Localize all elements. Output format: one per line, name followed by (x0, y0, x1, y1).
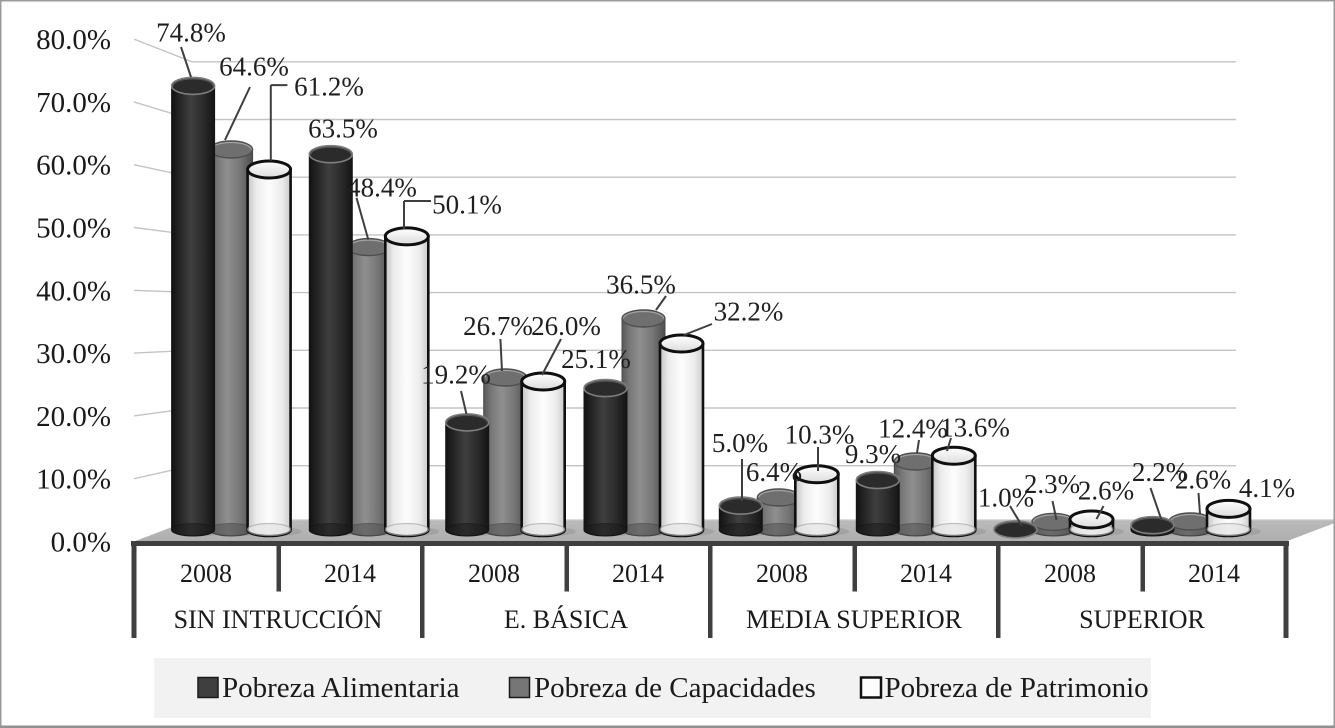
svg-text:64.6%: 64.6% (219, 52, 289, 82)
svg-text:10.0%: 10.0% (36, 464, 111, 496)
svg-text:2014: 2014 (612, 559, 664, 588)
svg-text:Pobreza de Patrimonio: Pobreza de Patrimonio (885, 672, 1149, 704)
svg-text:48.4%: 48.4% (347, 173, 417, 203)
svg-text:60.0%: 60.0% (36, 150, 111, 182)
svg-text:2014: 2014 (324, 559, 376, 588)
svg-text:2008: 2008 (180, 559, 232, 588)
svg-text:61.2%: 61.2% (294, 72, 364, 102)
svg-text:MEDIA SUPERIOR: MEDIA SUPERIOR (746, 605, 963, 634)
svg-text:10.3%: 10.3% (785, 420, 855, 450)
svg-text:30.0%: 30.0% (36, 338, 111, 370)
svg-text:74.8%: 74.8% (156, 18, 226, 48)
svg-text:Pobreza Alimentaria: Pobreza Alimentaria (222, 672, 460, 704)
svg-text:70.0%: 70.0% (36, 87, 111, 119)
svg-text:2008: 2008 (468, 559, 520, 588)
svg-text:SIN INTRUCCIÓN: SIN INTRUCCIÓN (174, 605, 383, 634)
svg-text:12.4%: 12.4% (878, 414, 948, 444)
svg-text:2014: 2014 (900, 559, 952, 588)
svg-text:5.0%: 5.0% (712, 428, 768, 458)
svg-text:2008: 2008 (1044, 559, 1096, 588)
svg-text:26.7%: 26.7% (463, 311, 533, 341)
svg-text:19.2%: 19.2% (421, 360, 491, 390)
svg-text:40.0%: 40.0% (36, 275, 111, 307)
svg-text:50.0%: 50.0% (36, 213, 111, 245)
svg-text:E. BÁSICA: E. BÁSICA (504, 605, 628, 634)
svg-text:2.3%: 2.3% (1024, 469, 1080, 499)
svg-text:80.0%: 80.0% (36, 24, 111, 56)
svg-text:0.0%: 0.0% (51, 527, 111, 559)
svg-text:63.5%: 63.5% (308, 114, 378, 144)
svg-text:1.0%: 1.0% (978, 483, 1034, 513)
svg-text:13.6%: 13.6% (940, 413, 1010, 443)
svg-text:Pobreza de Capacidades: Pobreza de Capacidades (534, 672, 816, 704)
svg-text:2.2%: 2.2% (1132, 457, 1188, 487)
svg-text:2.6%: 2.6% (1175, 465, 1231, 495)
svg-text:50.1%: 50.1% (432, 190, 502, 220)
svg-text:6.4%: 6.4% (746, 457, 802, 487)
svg-text:25.1%: 25.1% (561, 344, 631, 374)
svg-text:SUPERIOR: SUPERIOR (1079, 605, 1205, 634)
svg-text:36.5%: 36.5% (606, 270, 676, 300)
svg-text:4.1%: 4.1% (1239, 473, 1295, 503)
svg-text:2014: 2014 (1188, 559, 1240, 588)
svg-text:26.0%: 26.0% (531, 311, 601, 341)
svg-text:20.0%: 20.0% (36, 401, 111, 433)
svg-text:32.2%: 32.2% (714, 297, 784, 327)
svg-text:2.6%: 2.6% (1078, 476, 1134, 506)
svg-text:2008: 2008 (756, 559, 808, 588)
svg-text:9.3%: 9.3% (845, 439, 901, 469)
